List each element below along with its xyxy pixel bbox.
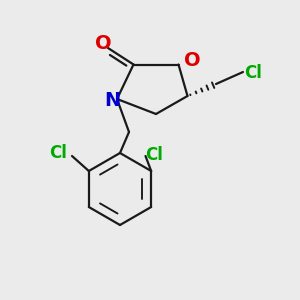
Text: Cl: Cl [50, 144, 68, 162]
Text: O: O [95, 34, 112, 53]
Text: O: O [184, 50, 200, 70]
Text: N: N [104, 91, 121, 110]
Text: Cl: Cl [146, 146, 164, 164]
Text: Cl: Cl [244, 64, 262, 82]
